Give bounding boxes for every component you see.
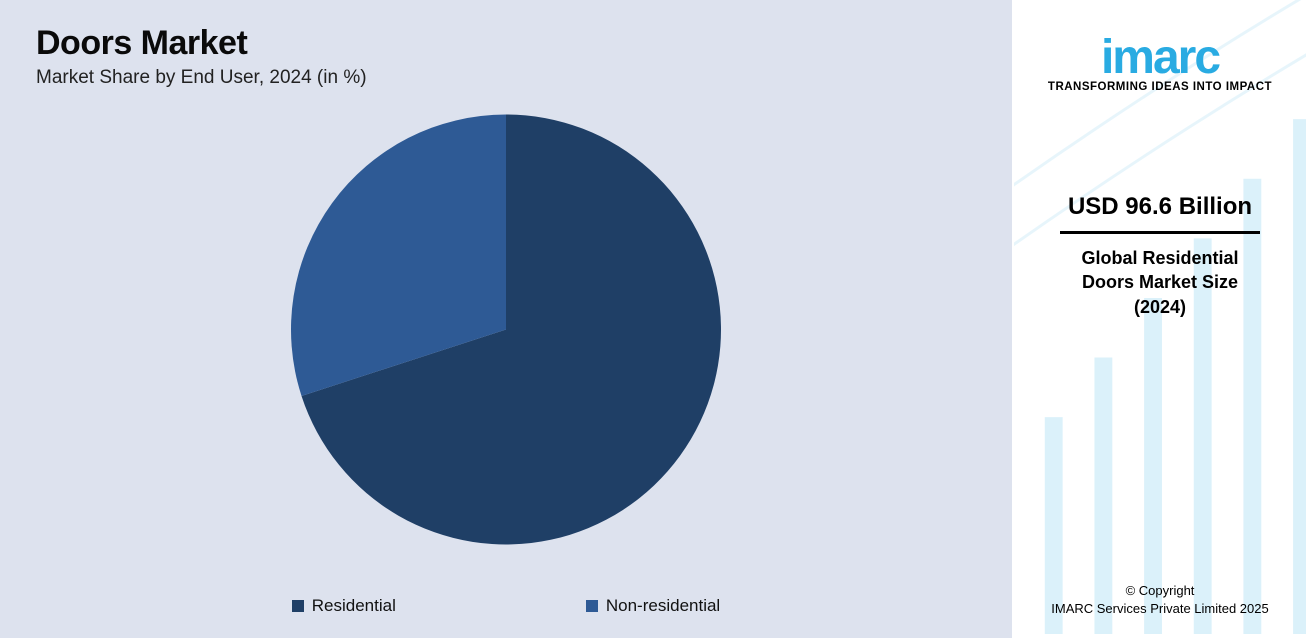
stat-value: USD 96.6 Billion <box>1042 193 1278 221</box>
legend-swatch-icon <box>292 600 304 612</box>
chart-subtitle: Market Share by End User, 2024 (in %) <box>36 67 980 89</box>
legend-swatch-icon <box>586 600 598 612</box>
legend-label: Residential <box>312 596 396 616</box>
copyright-text: © Copyright IMARC Services Private Limit… <box>1014 582 1306 618</box>
brand-logo: imarc TRANSFORMING IDEAS INTO IMPACT <box>1014 30 1306 93</box>
chart-panel: Doors Market Market Share by End User, 2… <box>0 0 1012 638</box>
divider <box>1060 231 1260 234</box>
logo-wordmark: imarc <box>1014 30 1306 85</box>
legend-item-residential: Residential <box>292 596 396 616</box>
logo-tagline: TRANSFORMING IDEAS INTO IMPACT <box>1014 81 1306 93</box>
stat-block: USD 96.6 Billion Global Residential Door… <box>1014 193 1306 319</box>
chart-legend: Residential Non-residential <box>0 596 1012 616</box>
stat-label: Global Residential Doors Market Size (20… <box>1042 246 1278 319</box>
legend-label: Non-residential <box>606 596 720 616</box>
pie-chart <box>276 99 736 564</box>
chart-title: Doors Market <box>36 24 980 63</box>
side-panel: imarc TRANSFORMING IDEAS INTO IMPACT USD… <box>1012 0 1306 638</box>
legend-item-non-residential: Non-residential <box>586 596 720 616</box>
